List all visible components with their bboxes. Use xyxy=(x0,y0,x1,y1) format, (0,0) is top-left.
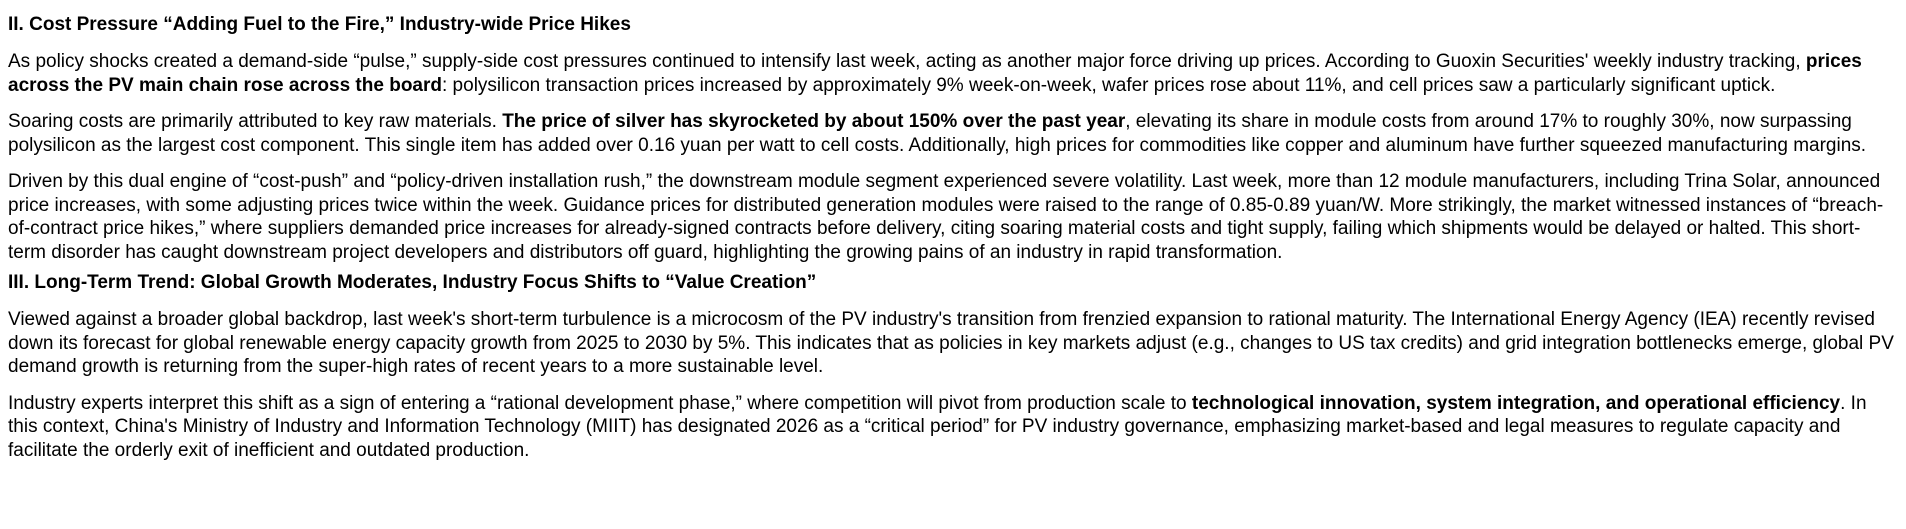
text-run: : polysilicon transaction prices increas… xyxy=(442,74,1776,96)
text-run: Soaring costs are primarily attributed t… xyxy=(8,111,503,132)
section-2-paragraph-2: Soaring costs are primarily attributed t… xyxy=(8,110,1898,157)
text-run: Industry experts interpret this shift as… xyxy=(8,392,1192,414)
section-2-heading: II. Cost Pressure “Adding Fuel to the Fi… xyxy=(8,14,631,35)
section-3-paragraph-1: Viewed against a broader global backdrop… xyxy=(8,309,1894,377)
section-3-heading: III. Long-Term Trend: Global Growth Mode… xyxy=(8,272,817,293)
bold-text-run: The price of silver has skyrocketed by a… xyxy=(502,111,1126,132)
section-2-paragraph-3: Driven by this dual engine of “cost-push… xyxy=(8,171,1884,263)
bold-text-run: prices across the PV main chain rose acr… xyxy=(8,51,1862,96)
text-run: , elevating its share in module costs fr… xyxy=(8,111,1867,156)
text-run: . In this context, China's Ministry of I… xyxy=(8,392,1867,461)
section-3-paragraph-2: Industry experts interpret this shift as… xyxy=(8,392,1898,463)
section-2-paragraph-1: As policy shocks created a demand-side “… xyxy=(8,50,1898,97)
article-body: II. Cost Pressure “Adding Fuel to the Fi… xyxy=(8,14,1898,463)
text-run: As policy shocks created a demand-side “… xyxy=(8,51,1806,72)
bold-text-run: technological innovation, system integra… xyxy=(1191,392,1841,414)
